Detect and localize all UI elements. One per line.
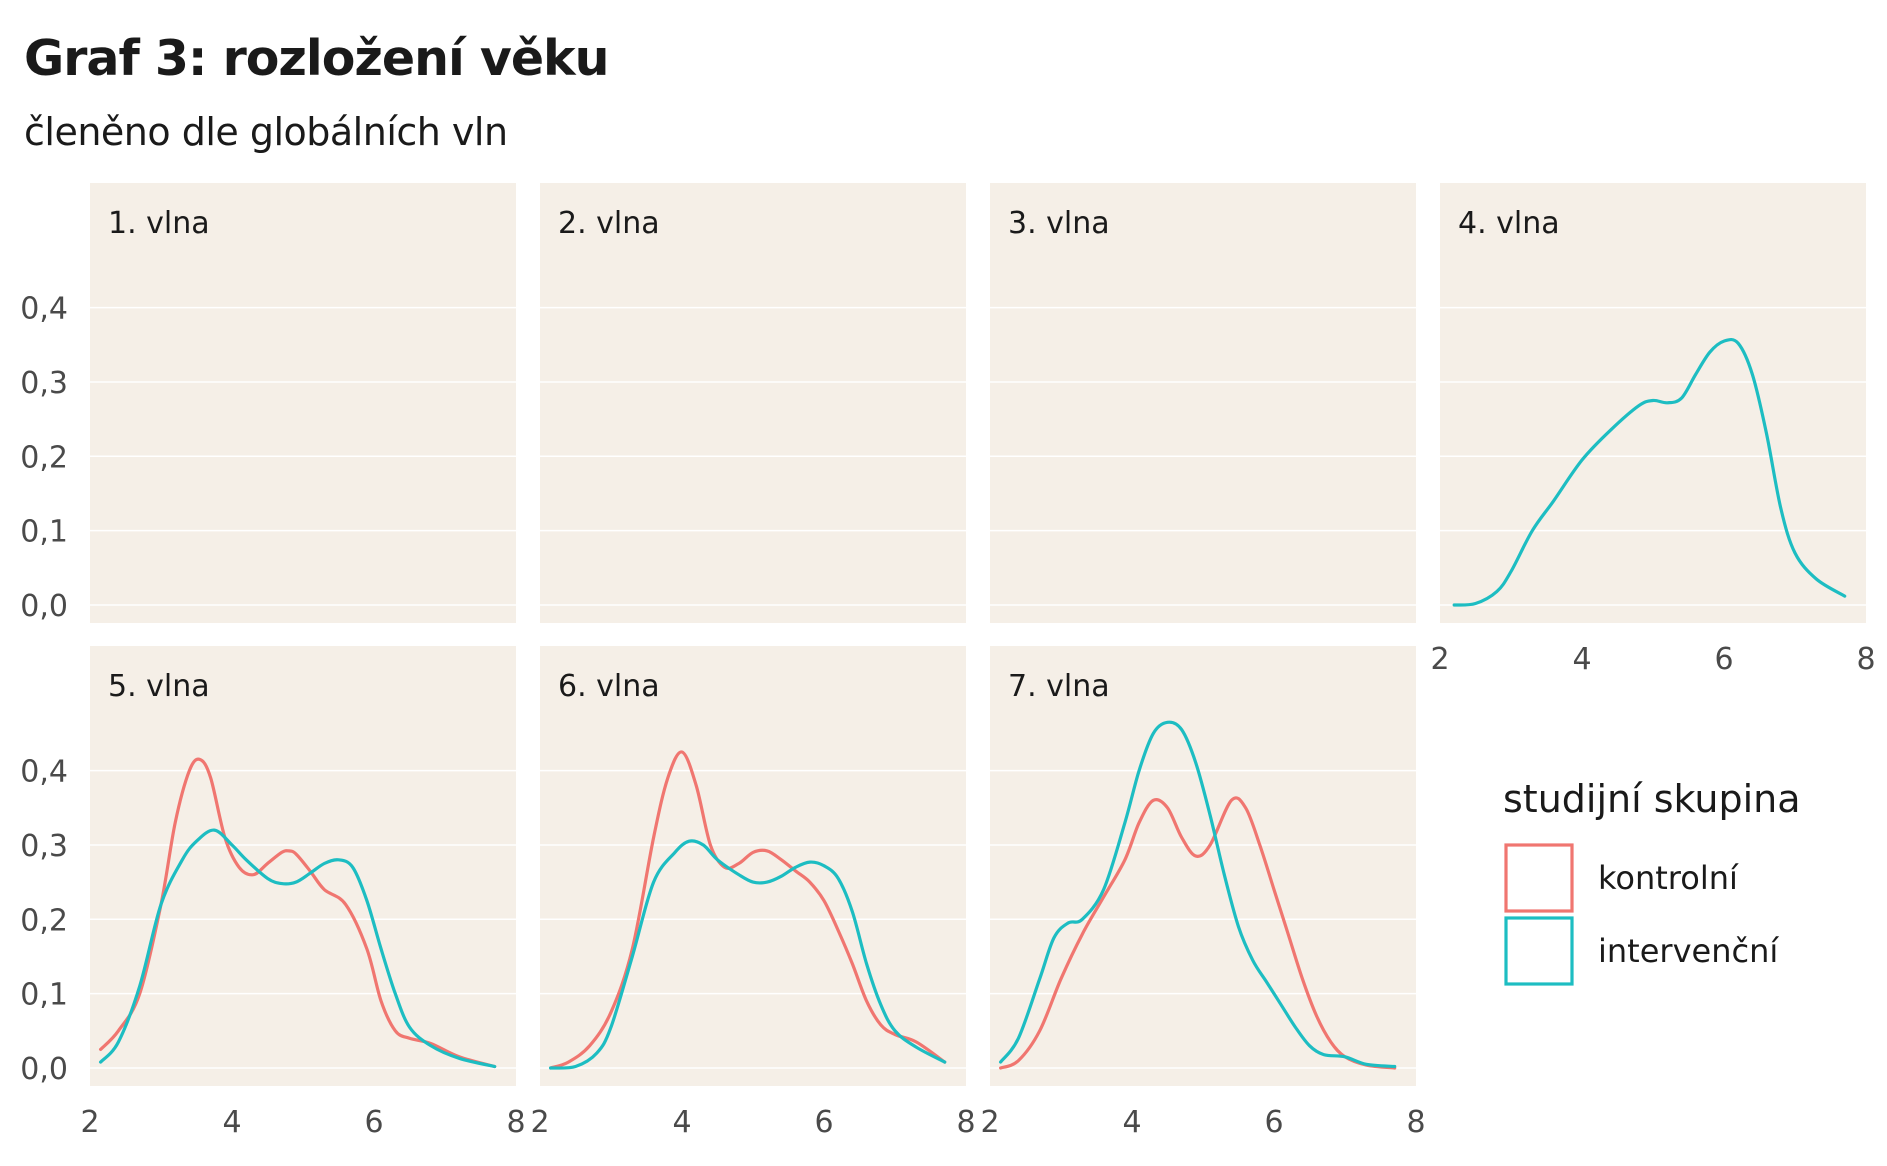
panel-background bbox=[990, 646, 1416, 1086]
x-tick-label: 2 bbox=[980, 1105, 999, 1140]
legend-label: kontrolní bbox=[1598, 859, 1739, 897]
legend-key-swatch bbox=[1504, 843, 1574, 913]
x-tick-label: 2 bbox=[80, 1105, 99, 1140]
chart-subtitle: členěno dle globálních vln bbox=[24, 110, 508, 154]
x-tick-label: 6 bbox=[814, 1105, 833, 1140]
panel-background bbox=[90, 183, 516, 623]
facet-strip-label: 6. vlna bbox=[558, 669, 660, 704]
facet-strip-label: 7. vlna bbox=[1008, 669, 1110, 704]
panels-layer: 1. vlna 2. vlna 3. vlna 4. vlna 5. vlna 6. vl… bbox=[90, 183, 1866, 1086]
density-line-kontrolni bbox=[999, 796, 1397, 1070]
y-tick-label: 0,4 bbox=[20, 755, 68, 790]
axes-layer: 0,00,10,20,30,40,00,10,20,30,42 4 6 8 2 4 6 8 2 4… bbox=[20, 292, 1875, 1140]
density-line-intervencni bbox=[1452, 337, 1847, 607]
density-line-intervencni bbox=[549, 839, 947, 1070]
x-tick-label: 6 bbox=[1714, 642, 1733, 677]
x-tick-label: 4 bbox=[672, 1105, 691, 1140]
panel-background bbox=[540, 646, 966, 1086]
panel-background bbox=[990, 183, 1416, 623]
x-tick-label: 8 bbox=[1406, 1105, 1425, 1140]
x-tick-label: 6 bbox=[364, 1105, 383, 1140]
panel-background bbox=[540, 183, 966, 623]
facet-panel-3: 3. vlna bbox=[990, 183, 1416, 623]
facet-strip-label: 3. vlna bbox=[1008, 206, 1110, 241]
x-tick-label: 8 bbox=[1856, 642, 1875, 677]
y-tick-label: 0,2 bbox=[20, 440, 68, 475]
chart-title: Graf 3: rozložení věku bbox=[24, 30, 610, 87]
legend: studijní skupina kontrolní intervenční bbox=[1503, 777, 1801, 986]
density-line-intervencni bbox=[99, 828, 497, 1069]
panel-background bbox=[90, 646, 516, 1086]
legend-key-swatch bbox=[1504, 916, 1574, 986]
y-tick-label: 0,2 bbox=[20, 903, 68, 938]
facet-strip-label: 4. vlna bbox=[1458, 206, 1560, 241]
x-tick-label: 4 bbox=[222, 1105, 241, 1140]
y-tick-label: 0,1 bbox=[20, 515, 68, 550]
facet-strip-label: 2. vlna bbox=[558, 206, 660, 241]
facet-panel-6: 6. vlna bbox=[540, 646, 966, 1086]
x-tick-label: 8 bbox=[956, 1105, 975, 1140]
panel-background bbox=[1440, 183, 1866, 623]
x-tick-label: 8 bbox=[506, 1105, 525, 1140]
x-tick-label: 4 bbox=[1122, 1105, 1141, 1140]
legend-label: intervenční bbox=[1598, 932, 1779, 970]
density-line-kontrolni bbox=[99, 757, 497, 1069]
x-tick-label: 4 bbox=[1572, 642, 1591, 677]
x-tick-label: 6 bbox=[1264, 1105, 1283, 1140]
y-tick-label: 0,0 bbox=[20, 589, 68, 624]
y-tick-label: 0,0 bbox=[20, 1052, 68, 1087]
y-tick-label: 0,3 bbox=[20, 366, 68, 401]
facet-panel-5: 5. vlna bbox=[90, 646, 516, 1086]
x-tick-label: 2 bbox=[530, 1105, 549, 1140]
density-line-kontrolni bbox=[549, 750, 947, 1070]
facet-panel-2: 2. vlna bbox=[540, 183, 966, 623]
legend-entry-kontrolni: kontrolní bbox=[1504, 843, 1739, 913]
y-tick-label: 0,1 bbox=[20, 978, 68, 1013]
density-line-intervencni bbox=[999, 720, 1397, 1069]
facet-strip-label: 5. vlna bbox=[108, 669, 210, 704]
facet-strip-label: 1. vlna bbox=[108, 206, 210, 241]
legend-title: studijní skupina bbox=[1503, 777, 1801, 821]
facet-panel-7: 7. vlna bbox=[990, 646, 1416, 1086]
facet-panel-1: 1. vlna bbox=[90, 183, 516, 623]
y-tick-label: 0,3 bbox=[20, 829, 68, 864]
y-tick-label: 0,4 bbox=[20, 292, 68, 327]
legend-entry-intervencni: intervenční bbox=[1504, 916, 1779, 986]
facet-panel-4: 4. vlna bbox=[1440, 183, 1866, 623]
x-tick-label: 2 bbox=[1430, 642, 1449, 677]
